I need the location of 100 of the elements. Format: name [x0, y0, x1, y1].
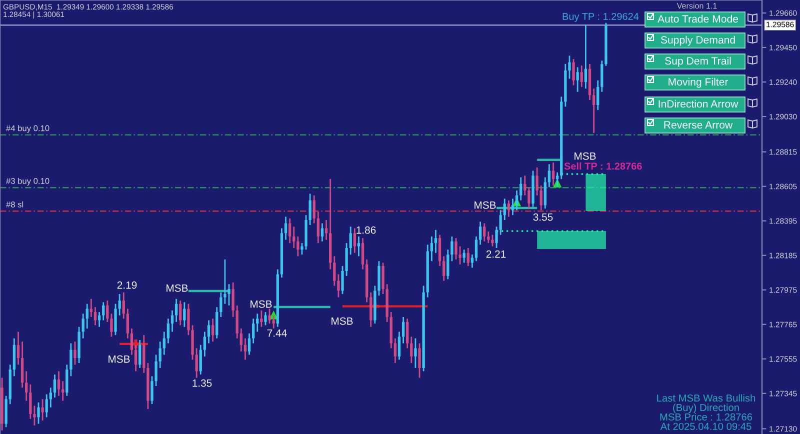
- annotation: 1.35: [192, 379, 212, 387]
- candlestick: [478, 220, 482, 246]
- annotation: 1.86: [356, 226, 376, 234]
- candlestick: [216, 306, 218, 340]
- candlestick: [333, 256, 336, 286]
- candlestick: [470, 254, 474, 268]
- candlestick: [552, 162, 555, 186]
- candlestick: [414, 338, 417, 369]
- candlestick: [544, 176, 546, 210]
- annotation: Moving Filter: [668, 78, 728, 88]
- candlestick: [487, 230, 490, 244]
- candlestick: [162, 331, 166, 356]
- candlestick: [454, 237, 458, 260]
- candlestick: [82, 313, 84, 340]
- candlestick: [312, 194, 316, 224]
- candlestick: [260, 310, 263, 328]
- candlestick: [211, 318, 214, 342]
- candlestick: [528, 186, 530, 210]
- candlestick: [382, 262, 384, 295]
- candlestick: [345, 242, 348, 277]
- ref-line-label: #8 sl: [6, 201, 24, 208]
- annotation: Last MSB Was Bullish (Buy) Direction MSB Price : 1.28766 At 2025.04.10 09:45: [657, 394, 756, 430]
- candlestick: [187, 303, 190, 336]
- candlestick: [114, 303, 117, 336]
- candlestick: [394, 338, 397, 364]
- annotation: Reverse Arrow: [664, 121, 733, 129]
- candlestick: [406, 318, 409, 349]
- candlestick: [166, 318, 170, 344]
- candlestick: [450, 236, 454, 262]
- candlestick: [370, 292, 372, 328]
- annotation: MSB: [250, 300, 272, 308]
- annotation: Auto Trade Mode: [658, 14, 738, 23]
- candlestick: [45, 394, 48, 418]
- candlestick: [29, 384, 32, 420]
- candlestick: [495, 226, 498, 249]
- candlestick: [540, 184, 542, 211]
- annotation: Supply Demand: [660, 36, 735, 46]
- candlestick: [252, 318, 255, 344]
- candlestick: [106, 300, 109, 323]
- candlestick: [292, 226, 296, 249]
- candlestick: [398, 331, 401, 360]
- annotation: Version 1.1: [676, 2, 717, 9]
- candlestick: [442, 256, 446, 282]
- candlestick: [353, 228, 356, 254]
- candlestick: [66, 364, 68, 397]
- candlestick: [150, 375, 154, 405]
- candlestick: [70, 342, 72, 377]
- candlestick: [74, 340, 76, 366]
- candlestick: [199, 344, 202, 376]
- candlestick: [118, 293, 121, 316]
- candlestick: [410, 336, 413, 364]
- candlestick: [207, 320, 210, 344]
- annotation: MSB: [474, 201, 496, 209]
- annotation: MSB: [332, 317, 353, 325]
- candlestick: [57, 370, 60, 397]
- candlestick: [438, 234, 442, 267]
- candlestick: [341, 265, 344, 295]
- candlestick: [37, 402, 40, 425]
- candlestick: [110, 313, 113, 338]
- candlestick: [264, 311, 267, 326]
- candlestick: [232, 282, 234, 318]
- candlestick: [41, 398, 44, 422]
- candlestick: [430, 236, 433, 262]
- candlestick: [25, 370, 28, 402]
- candlestick: [244, 338, 247, 360]
- candlestick: [434, 229, 438, 254]
- annotation: MSB: [166, 284, 188, 292]
- candlestick: [524, 174, 526, 196]
- candlestick: [300, 242, 304, 256]
- candlestick: [316, 211, 320, 244]
- candlestick: [507, 200, 510, 218]
- candlestick: [308, 193, 312, 226]
- candlestick: [248, 332, 251, 356]
- candlestick: [458, 246, 462, 266]
- candlestick: [138, 339, 142, 369]
- candlestick: [158, 340, 162, 369]
- candlestick: [483, 222, 486, 242]
- candlestick: [183, 302, 186, 328]
- candlestick: [349, 226, 352, 256]
- candlestick: [49, 386, 52, 408]
- candlestick: [126, 308, 130, 340]
- candlestick: [536, 166, 538, 196]
- candlestick: [16, 331, 20, 366]
- annotation: 7.44: [267, 330, 287, 337]
- candlestick: [228, 283, 230, 306]
- annotation: MSB: [108, 355, 130, 363]
- candlestick: [499, 209, 502, 236]
- annotation: Buy TP : 1.29624: [562, 12, 639, 22]
- candlestick: [320, 222, 324, 242]
- candlestick: [580, 64, 583, 88]
- candlestick: [224, 258, 226, 305]
- candlestick: [491, 234, 494, 248]
- candlestick: [520, 176, 522, 202]
- candlestick: [337, 274, 340, 298]
- candlestick: [357, 236, 360, 257]
- candlestick: [284, 216, 288, 240]
- candlestick: [288, 218, 292, 244]
- candlestick: [122, 292, 125, 320]
- candlestick: [548, 163, 551, 188]
- annotation: MSB: [574, 152, 596, 160]
